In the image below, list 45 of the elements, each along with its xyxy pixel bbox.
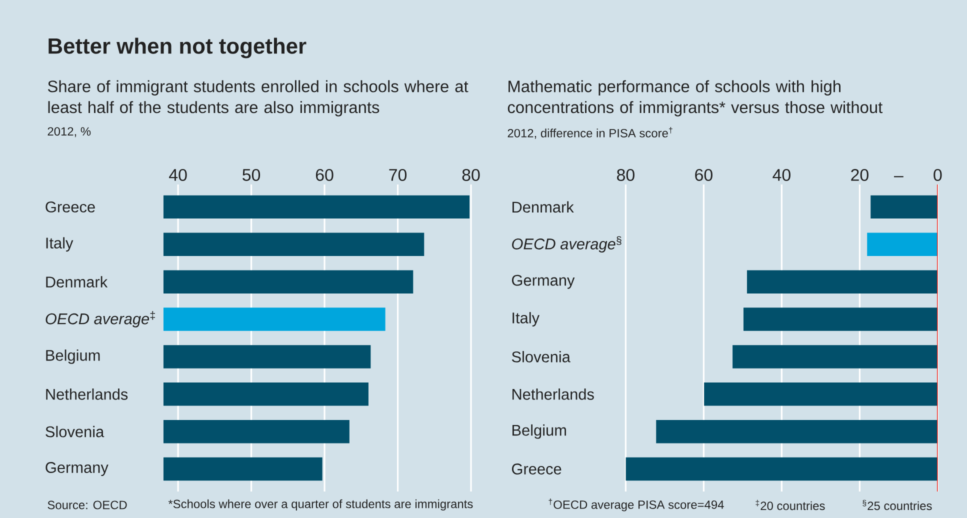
bar xyxy=(870,195,938,219)
bar xyxy=(743,308,938,331)
x-tick-label: 20 xyxy=(851,168,868,181)
bar xyxy=(746,270,938,294)
text: Better when not together xyxy=(48,38,306,58)
x-tick-label: 50 xyxy=(242,168,260,181)
x-tick-label: 80 xyxy=(462,168,480,181)
y-tick-label: Italy xyxy=(512,312,540,326)
text: $^{‡}$20 countries xyxy=(756,500,825,510)
y-tick-label: Slovenia xyxy=(512,351,570,362)
x-tick-label: 40 xyxy=(772,168,790,181)
chart-title: Share of immigrant students enrolled in schools where at least half of the students are also immigrants xyxy=(48,80,468,116)
chart-title: Mathematic performance of schools with high concentrations of immigrants* versus those without xyxy=(508,80,883,116)
y-tick-label: Germany xyxy=(46,462,108,476)
chart-subtitle: 2012, difference in PISA score$^{†}$ xyxy=(508,127,672,139)
y-tick-label: Netherlands xyxy=(512,388,594,400)
y-tick-label: Netherlands xyxy=(46,388,128,400)
bar xyxy=(704,382,938,406)
y-tick-label: Germany xyxy=(512,274,575,289)
x-tick-label: 60 xyxy=(695,168,712,181)
x-tick-label: 70 xyxy=(389,168,407,181)
y-tick-label: Denmark xyxy=(46,276,108,288)
text: *Schools where over a quarter of students are immigrants xyxy=(168,499,473,511)
y-tick-label: Greece xyxy=(512,464,562,474)
source-note: Source: OECD xyxy=(48,500,127,510)
x-tick-label: 0 xyxy=(934,168,942,181)
y-tick-label: Greece xyxy=(46,201,95,212)
y-tick-label: OECD average$^{§}$ xyxy=(512,236,622,253)
x-tick-label: 80 xyxy=(617,168,634,181)
y-tick-label: Slovenia xyxy=(46,426,104,438)
x-tick-label: 60 xyxy=(316,168,334,181)
chart-subtitle: 2012, % xyxy=(48,127,91,138)
y-tick-label: OECD average$^{‡}$ xyxy=(46,311,155,328)
y-tick-label: Italy xyxy=(46,237,74,252)
bar xyxy=(626,457,938,481)
x-tick-label: 40 xyxy=(169,168,187,181)
y-tick-label: Belgium xyxy=(512,424,566,439)
text: $^{†}$OECD average PISA score=494 xyxy=(548,498,724,512)
y-tick-label: Belgium xyxy=(46,350,100,364)
bar xyxy=(732,345,938,368)
x-tick-label: – xyxy=(894,176,904,178)
bar xyxy=(656,420,938,444)
text: $^{§}$25 countries xyxy=(862,500,932,510)
y-tick-label: Denmark xyxy=(512,201,574,213)
bar xyxy=(867,232,938,256)
